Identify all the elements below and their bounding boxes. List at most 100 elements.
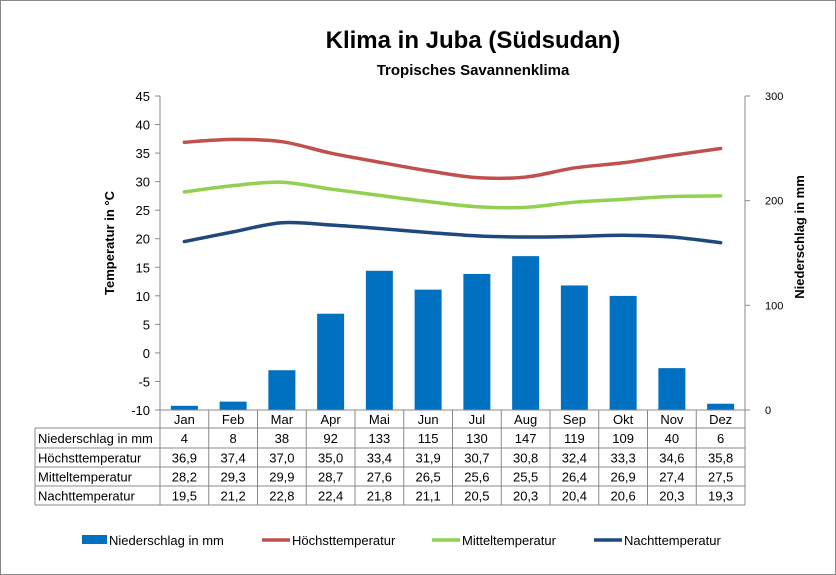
table-cell: 25,5 [513,470,538,485]
bar-niederschlag [268,370,296,410]
legend-label: Nachttemperatur [624,533,721,548]
y-tick-label-right: 100 [765,300,783,312]
table-cell: 19,5 [172,489,197,504]
y-axis-left-label: Temperatur in °C [102,190,117,295]
y-tick-label-left: 15 [136,260,150,275]
table-cell: 25,6 [464,470,489,485]
table-cell: 33,4 [367,451,392,466]
x-category-label: Okt [613,412,634,427]
table-cell: 20,5 [464,489,489,504]
line-höchsttemperatur [182,137,723,181]
table-cell: 109 [612,431,634,446]
table-cell: 32,4 [562,451,587,466]
y-tick-label-left: 20 [136,232,150,247]
y-tick-label-left: 30 [136,175,150,190]
bar-niederschlag [463,273,491,410]
bar-niederschlag [170,405,198,410]
table-cell: 35,8 [708,451,733,466]
legend-label: Höchsttemperatur [292,533,396,548]
table-cell: 37,0 [269,451,294,466]
table-cell: 26,9 [610,470,635,485]
line-nachttemperatur [182,220,723,245]
chart-title: Klima in Juba (Südsudan) [326,27,621,54]
x-category-label: Feb [222,412,244,427]
table-cell: 133 [369,431,391,446]
table-cell: 34,6 [659,451,684,466]
x-category-label: Mai [369,412,390,427]
table-cell: 20,3 [659,489,684,504]
table-cell: 33,3 [610,451,635,466]
bar-niederschlag [707,403,735,410]
y-tick-label-right: 300 [765,91,783,103]
y-tick-label-left: 10 [136,289,150,304]
table-cell: 30,7 [464,451,489,466]
table-cell: 31,9 [415,451,440,466]
table-cell: 20,3 [513,489,538,504]
table-cell: 20,4 [562,489,587,504]
x-category-label: Jun [418,412,439,427]
table-row-header: Mitteltemperatur [38,470,133,485]
y-tick-label-left: 40 [136,118,150,133]
table-row-header: Niederschlag in mm [38,431,153,446]
table-cell: 21,8 [367,489,392,504]
y-axis-right-label: Niederschlag in mm [792,175,807,299]
line-mitteltemperatur [182,180,723,210]
table-cell: 29,9 [269,470,294,485]
table-cell: 28,7 [318,470,343,485]
table-cell: 36,9 [172,451,197,466]
bar-niederschlag [414,289,442,410]
table-cell: 6 [717,431,724,446]
bar-niederschlag [658,368,686,410]
y-tick-label-right: 0 [765,405,771,417]
table-cell: 119 [564,431,585,446]
table-cell: 130 [466,431,488,446]
table-cell: 27,6 [367,470,392,485]
table-cell: 26,5 [415,470,440,485]
table-cell: 28,2 [172,470,197,485]
table-cell: 21,2 [220,489,245,504]
bar-niederschlag [609,295,637,410]
table-cell: 147 [515,431,537,446]
y-tick-label-left: 35 [136,146,150,161]
x-category-label: Dez [709,412,732,427]
x-category-label: Jan [174,412,195,427]
table-cell: 30,8 [513,451,538,466]
legend-label: Mitteltemperatur [462,533,557,548]
y-tick-label-left: 0 [143,346,150,361]
y-tick-label-left: -5 [138,374,150,389]
table-cell: 29,3 [220,470,245,485]
table-cell: 40 [665,431,679,446]
y-tick-label-left: 5 [143,317,150,332]
x-category-label: Apr [321,412,342,427]
table-cell: 8 [230,431,237,446]
y-tick-label-left: -10 [131,403,150,418]
table-cell: 22,8 [269,489,294,504]
x-category-label: Aug [514,412,537,427]
y-tick-label-right: 200 [765,196,783,208]
table-row-header: Höchsttemperatur [38,451,142,466]
table-cell: 20,6 [610,489,635,504]
table-cell: 22,4 [318,489,343,504]
table-cell: 37,4 [220,451,245,466]
table-cell: 21,1 [415,489,440,504]
table-cell: 35,0 [318,451,343,466]
chart-subtitle: Tropisches Savannenklima [377,62,570,79]
table-cell: 38 [275,431,289,446]
table-row-header: Nachttemperatur [38,489,135,504]
bar-niederschlag [512,256,540,410]
legend-swatch [82,535,107,544]
bar-niederschlag [219,401,247,410]
table-cell: 92 [323,431,337,446]
x-category-label: Sep [563,412,586,427]
bar-niederschlag [365,270,393,410]
y-tick-label-left: 25 [136,203,150,218]
x-category-label: Mar [271,412,294,427]
table-cell: 26,4 [562,470,587,485]
table-cell: 115 [418,431,439,446]
x-category-label: Jul [469,412,486,427]
bar-niederschlag [317,313,345,410]
table-cell: 27,4 [659,470,684,485]
table-cell: 4 [181,431,188,446]
x-category-label: Nov [660,412,684,427]
bar-niederschlag [560,285,588,410]
